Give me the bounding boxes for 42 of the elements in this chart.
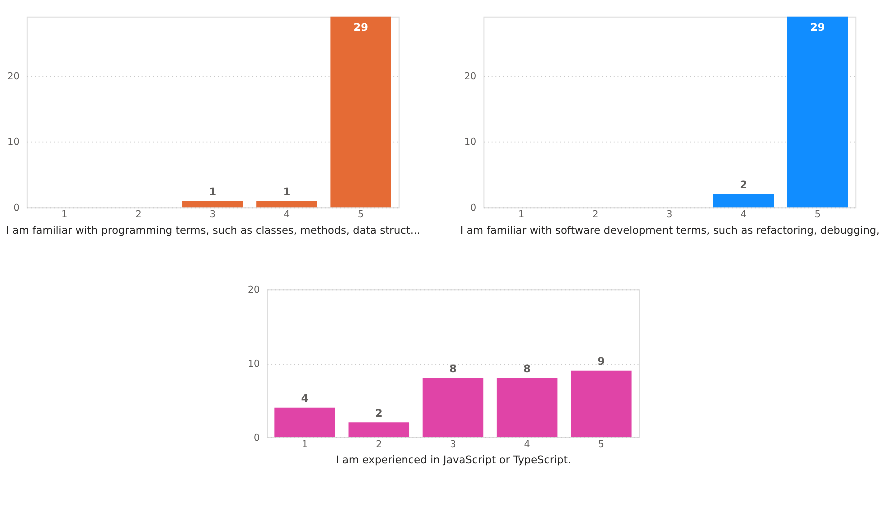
x-tick-label: 5 [814,210,821,221]
y-tick-label: 10 [8,137,20,148]
x-tick-label: 3 [210,210,216,221]
bar [274,408,336,438]
x-tick-label: 3 [450,439,456,450]
x-tick-label: 2 [592,210,599,221]
data-label: 4 [301,393,309,406]
data-label: 2 [740,180,748,192]
y-tick-label: 20 [8,71,20,82]
y-tick-label: 10 [248,358,260,370]
bar [571,370,632,438]
y-tick-label: 20 [248,284,260,296]
x-tick-label: 5 [598,439,604,450]
x-axis-title: I am familiar with software development terms, such as refactoring, debugging, [460,224,880,237]
x-axis-title: I am experienced in JavaScript or TypeScript. [336,454,572,467]
x-tick-label: 2 [136,210,142,221]
x-tick-label: 1 [62,210,68,221]
data-label: 1 [283,186,291,198]
data-label: 8 [450,364,457,376]
x-axis-title: I am familiar with programming terms, such as classes, methods, data struct... [6,224,421,237]
data-label: 29 [354,22,368,34]
y-tick-label: 10 [464,137,477,148]
x-tick-label: 2 [376,439,382,450]
bar [348,422,410,438]
x-tick-label: 1 [518,210,525,221]
x-tick-label: 4 [524,439,530,450]
x-tick-label: 5 [358,210,364,221]
x-tick-label: 3 [666,210,673,221]
y-tick-label: 0 [254,432,260,444]
data-label: 2 [375,408,383,420]
bar [422,378,484,438]
x-tick-label: 1 [302,439,308,450]
x-tick-label: 4 [740,210,747,221]
x-tick-label: 4 [284,210,290,221]
y-tick-label: 0 [470,202,477,214]
data-label: 8 [524,364,531,376]
y-tick-label: 0 [14,202,20,214]
bar [496,378,558,438]
data-label: 1 [209,186,217,198]
y-tick-label: 20 [464,71,477,82]
data-label: 9 [598,356,606,368]
data-label: 29 [810,22,826,34]
